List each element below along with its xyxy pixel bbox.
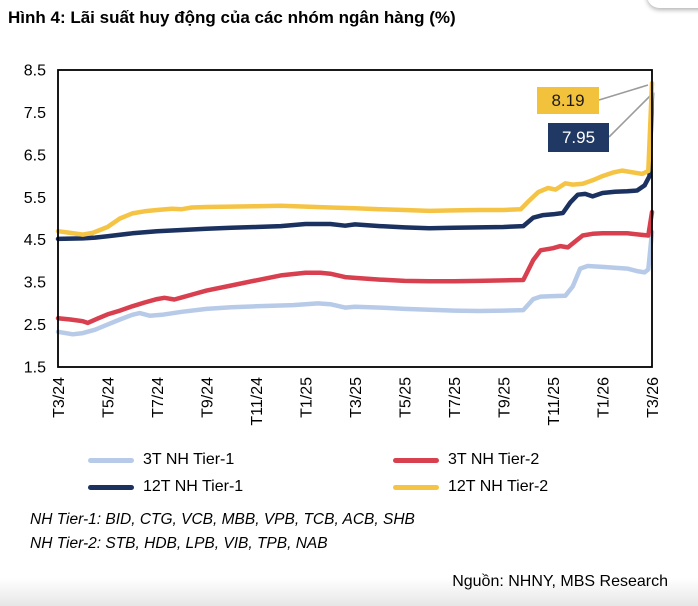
x-axis-tick-labels: T3/24 T5/24 T7/24 T9/24 T11/24 T1/25 T3/25 T5/2… <box>51 377 662 426</box>
x-tick-label-t11-25: T11/25 <box>546 377 563 426</box>
legend-item-12t-nh-tier-2: 12T NH Tier-2 <box>393 477 548 497</box>
x-tick-label-t1-25: T1/25 <box>299 377 316 418</box>
chart-legend: 3T NH Tier-1 3T NH Tier-2 12T NH Tier-1 12T… <box>88 450 548 497</box>
y-tick-label-8.5: 8.5 <box>24 63 46 80</box>
footnote-tier2: NH Tier-2: STB, HDB, LPB, VIB, TPB, NAB <box>30 534 328 552</box>
y-tick-label-5.5: 5.5 <box>24 190 46 207</box>
x-tick-label-t7-24: T7/24 <box>150 377 167 418</box>
x-tick-label-t9-24: T9/24 <box>200 377 217 418</box>
series-line-12t-nh-tier-2 <box>55 80 655 237</box>
series-line-3t-nh-tier-1 <box>55 229 655 337</box>
x-tick-label-t3-25: T3/25 <box>348 377 365 418</box>
x-tick-label-t5-25: T5/25 <box>398 377 415 418</box>
x-tick-label-t11-24: T11/24 <box>249 377 266 426</box>
source-credit: Nguồn: NHNY, MBS Research <box>452 573 668 590</box>
footnotes: NH Tier-1: BID, CTG, VCB, MBB, VPB, TCB,… <box>30 508 415 555</box>
legend-swatch-3t-nh-tier-1 <box>88 457 134 463</box>
y-tick-label-4.5: 4.5 <box>24 232 46 249</box>
legend-swatch-12t-nh-tier-1 <box>88 484 134 490</box>
y-axis-tick-labels: 8.5 7.5 6.5 5.5 4.5 3.5 2.5 1.5 <box>24 63 46 377</box>
x-tick-label-t3-26: T3/26 <box>645 377 662 418</box>
chart-title: Hình 4: Lãi suất huy động của các nhóm n… <box>8 8 456 27</box>
legend-label-12t-nh-tier-2: 12T NH Tier-2 <box>448 478 549 495</box>
legend-item-3t-nh-tier-1: 3T NH Tier-1 <box>88 450 393 470</box>
series-line-3t-nh-tier-2 <box>55 209 655 326</box>
x-tick-label-t9-25: T9/25 <box>497 377 514 418</box>
y-tick-label-6.5: 6.5 <box>24 147 46 164</box>
legend-label-3t-nh-tier-2: 3T NH Tier-2 <box>448 451 540 468</box>
callout-value-8.19: 8.19 <box>537 87 599 114</box>
x-tick-label-t3-24: T3/24 <box>51 377 68 418</box>
y-tick-label-1.5: 1.5 <box>24 360 46 377</box>
series-line-12t-nh-tier-1 <box>55 91 655 242</box>
legend-item-12t-nh-tier-1: 12T NH Tier-1 <box>88 477 393 497</box>
callout-7.95-leader-line <box>608 95 651 138</box>
callout-8.19-leader-line <box>598 84 649 101</box>
y-tick-label-2.5: 2.5 <box>24 317 46 334</box>
x-tick-label-t5-24: T5/24 <box>101 377 118 418</box>
line-chart-canvas: 8.5 7.5 6.5 5.5 4.5 3.5 2.5 1.5 T3/24 T5/24 T7/24… <box>24 63 662 426</box>
y-tick-label-3.5: 3.5 <box>24 275 46 292</box>
callout-leader-lines <box>598 84 651 138</box>
window-corner-artifact <box>647 0 698 8</box>
y-tick-label-7.5: 7.5 <box>24 105 46 122</box>
legend-item-3t-nh-tier-2: 3T NH Tier-2 <box>393 450 548 470</box>
series-lines <box>55 80 655 337</box>
footnote-tier1: NH Tier-1: BID, CTG, VCB, MBB, VPB, TCB,… <box>30 511 415 528</box>
legend-label-12t-nh-tier-1: 12T NH Tier-1 <box>143 478 244 495</box>
plot-frame <box>57 69 653 368</box>
legend-label-3t-nh-tier-1: 3T NH Tier-1 <box>143 451 235 468</box>
x-tick-label-t1-26: T1/26 <box>596 377 613 418</box>
callout-value-7.95: 7.95 <box>548 123 609 152</box>
x-tick-label-t7-25: T7/25 <box>447 377 464 418</box>
legend-swatch-12t-nh-tier-2 <box>393 484 439 490</box>
legend-swatch-3t-nh-tier-2 <box>393 457 439 463</box>
